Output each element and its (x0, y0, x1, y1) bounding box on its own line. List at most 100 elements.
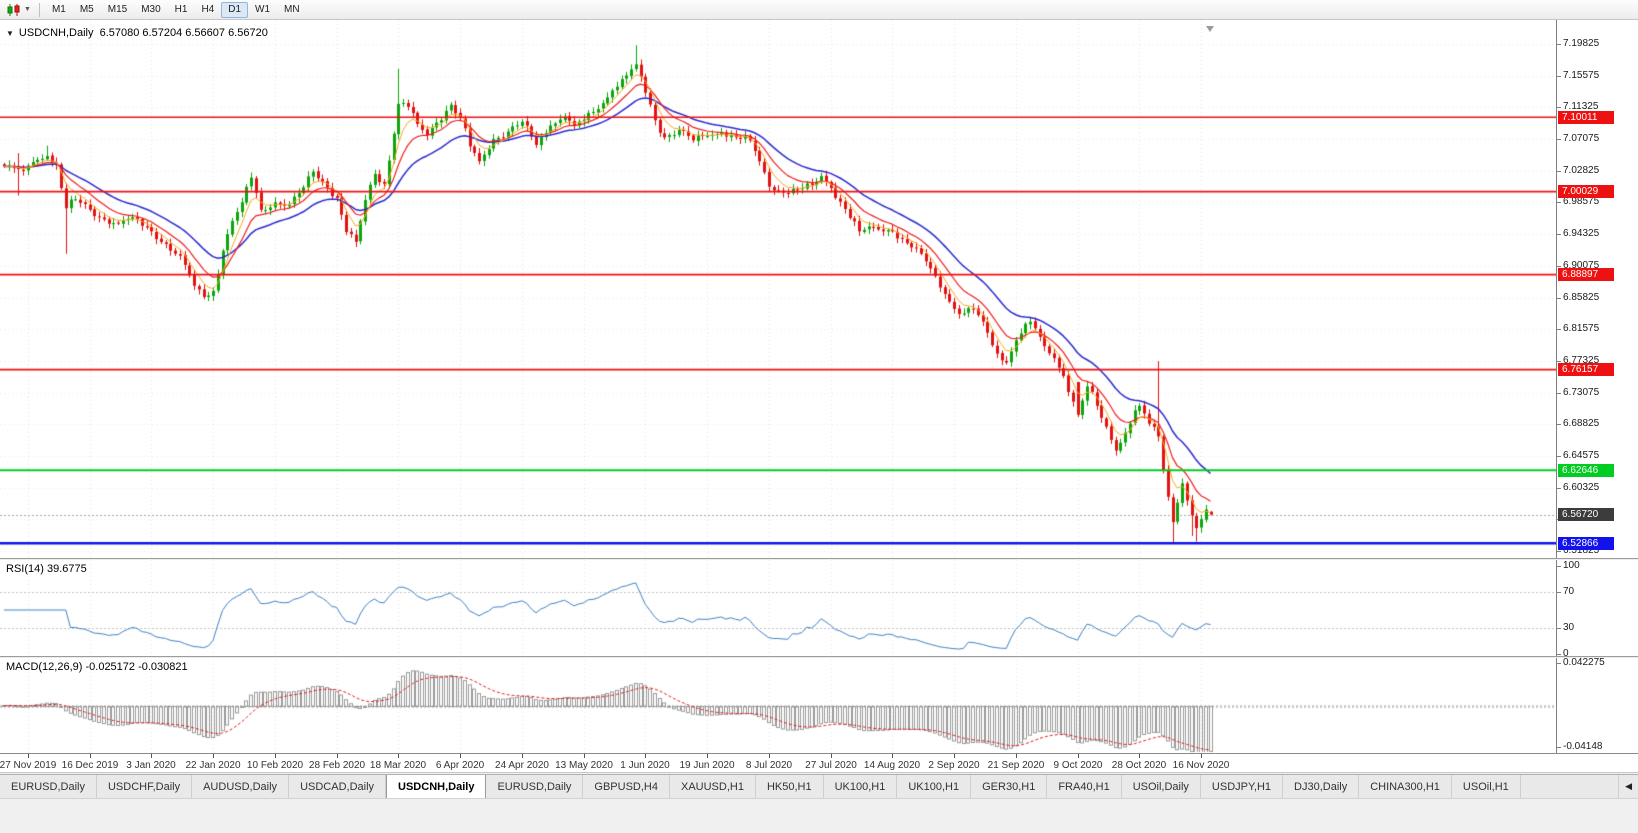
chart-tab-usdchf-daily[interactable]: USDCHF,Daily (96, 775, 193, 798)
chart-shift-marker[interactable] (1206, 26, 1214, 32)
rsi-scale-label: 70 (1556, 586, 1575, 598)
time-axis-tick (90, 754, 91, 758)
time-axis-tick (213, 754, 214, 758)
price-level-badge: 6.76157 (1558, 363, 1614, 377)
timeframe-toolbar: ▼ M1 M5 M15 M30 H1 H4 D1 W1 MN (0, 0, 1638, 20)
chart-area: ▼ USDCNH,Daily 6.57080 6.57204 6.56607 6.… (0, 20, 1638, 753)
time-axis-tick (398, 754, 399, 758)
price-level-badge: 7.00029 (1558, 185, 1614, 199)
time-axis-label: 9 Oct 2020 (1053, 760, 1103, 771)
timeframe-button-m1[interactable]: M1 (51, 4, 66, 15)
price-scale-label: 6.85825 (1556, 291, 1600, 303)
time-axis-tick (151, 754, 152, 758)
time-axis-tick (1139, 754, 1140, 758)
chart-tab-usdcnh-daily[interactable]: USDCNH,Daily (386, 775, 487, 798)
timeframe-button-h1[interactable]: H1 (174, 4, 188, 15)
chart-tab-china300-h1[interactable]: CHINA300,H1 (1359, 775, 1452, 798)
time-axis-label: 16 Nov 2020 (1172, 760, 1230, 771)
rsi-value: 39.6775 (46, 563, 87, 575)
price-scale-label: 6.64575 (1556, 449, 1600, 461)
time-axis-label: 18 Mar 2020 (369, 760, 427, 771)
timeframe-button-w1[interactable]: W1 (255, 4, 271, 15)
price-chart-canvas[interactable] (0, 20, 1556, 753)
time-axis-label: 28 Feb 2020 (308, 760, 366, 771)
chart-tab-audusd-daily[interactable]: AUDUSD,Daily (192, 775, 290, 798)
timeframe-button-m5[interactable]: M5 (79, 4, 94, 15)
time-axis-tick (460, 754, 461, 758)
time-axis-label: 16 Dec 2019 (61, 760, 119, 771)
timeframe-button-mn[interactable]: MN (284, 4, 300, 15)
time-axis-tick (1078, 754, 1079, 758)
time-axis-label: 2 Sep 2020 (928, 760, 980, 771)
rsi-indicator-label: RSI(14) 39.6775 (6, 563, 87, 575)
time-axis-tick (275, 754, 276, 758)
price-scale[interactable]: 7.19825 7.15575 7.11325 7.07075 7.02825 6.985… (1556, 20, 1638, 753)
timeframe-button-h4[interactable]: H4 (201, 4, 215, 15)
timeframe-button-m15[interactable]: M15 (107, 4, 128, 15)
time-axis-tick (769, 754, 770, 758)
time-axis-tick (337, 754, 338, 758)
time-axis-label: 19 Jun 2020 (679, 760, 735, 771)
time-axis-tick (28, 754, 29, 758)
chart-tab-eurusd-daily[interactable]: EURUSD,Daily (0, 775, 97, 798)
chart-tab-hk50-h1[interactable]: HK50,H1 (755, 775, 824, 798)
timeframe-button-d1[interactable]: D1 (221, 1, 249, 18)
time-axis-tick (645, 754, 646, 758)
price-scale-label: 7.15575 (1556, 69, 1600, 81)
chart-tab-fra40-h1[interactable]: FRA40,H1 (1047, 775, 1122, 798)
chart-tab-dj30-daily[interactable]: DJ30,Daily (1283, 775, 1360, 798)
price-scale-label: 6.90075 (1556, 259, 1600, 271)
time-axis-tick (831, 754, 832, 758)
tab-scroll-left-icon[interactable]: ◀ (1618, 775, 1638, 798)
chart-tab-eurusd-daily[interactable]: EURUSD,Daily (486, 775, 584, 798)
timeframe-button-m30[interactable]: M30 (141, 4, 161, 15)
time-axis-tick (522, 754, 523, 758)
time-axis-tick (584, 754, 585, 758)
chart-tab-uk100-h1[interactable]: UK100,H1 (823, 775, 898, 798)
time-axis-label: 27 Nov 2019 (0, 760, 57, 771)
chart-tab-xauusd-h1[interactable]: XAUUSD,H1 (669, 775, 756, 798)
chevron-down-icon[interactable]: ▼ (24, 6, 31, 13)
panel-separator-macd[interactable] (0, 656, 1638, 658)
time-axis-tick (1201, 754, 1202, 758)
price-level-badge: 6.52866 (1558, 536, 1614, 550)
one-click-trading-arrow-icon[interactable]: ▼ (6, 29, 14, 38)
toolbar-separator (38, 2, 40, 17)
price-scale-label: 6.77325 (1556, 354, 1600, 366)
price-scale-label: 6.51825 (1556, 545, 1600, 557)
time-axis[interactable]: 27 Nov 2019 16 Dec 2019 3 Jan 2020 22 Jan 2… (0, 753, 1638, 773)
candlestick-chart-icon[interactable] (4, 2, 24, 18)
rsi-scale-label: 100 (1557, 560, 1580, 571)
time-axis-tick (1016, 754, 1017, 758)
chart-tab-usdjpy-h1[interactable]: USDJPY,H1 (1200, 775, 1284, 798)
price-scale-label: 6.73075 (1556, 386, 1600, 398)
chart-tab-ger30-h1[interactable]: GER30,H1 (971, 775, 1048, 798)
price-scale-label: 6.60325 (1556, 481, 1600, 493)
chart-tab-usoil-daily[interactable]: USOil,Daily (1121, 775, 1201, 798)
time-axis-label: 13 May 2020 (555, 760, 613, 771)
time-axis-label: 27 Jul 2020 (805, 760, 857, 771)
chart-tab-uk100-h1[interactable]: UK100,H1 (897, 775, 972, 798)
chart-symbol-label: USDCNH,Daily (18, 27, 94, 39)
chart-tab-gbpusd-h4[interactable]: GBPUSD,H4 (583, 775, 670, 798)
chart-tab-bar: EURUSD,Daily USDCHF,Daily AUDUSD,Daily USDC… (0, 774, 1638, 798)
price-level-badge: 7.10011 (1558, 110, 1614, 124)
rsi-name: RSI(14) (6, 563, 44, 575)
chart-tab-usdcad-daily[interactable]: USDCAD,Daily (289, 775, 387, 798)
panel-separator-rsi[interactable] (0, 558, 1638, 560)
macd-values: -0.025172 -0.030821 (85, 661, 188, 673)
time-axis-label: 22 Jan 2020 (185, 760, 241, 771)
current-price-badge: 6.56720 (1558, 508, 1614, 522)
time-axis-label: 6 Apr 2020 (435, 760, 485, 771)
chart-ohlc-values: 6.57080 6.57204 6.56607 6.56720 (99, 27, 268, 39)
chart-title: ▼ USDCNH,Daily 6.57080 6.57204 6.56607 6.… (6, 27, 268, 39)
chart-tab-usoil-h1[interactable]: USOil,H1 (1451, 775, 1521, 798)
time-axis-label: 8 Jul 2020 (745, 760, 793, 771)
time-axis-label: 14 Aug 2020 (863, 760, 921, 771)
time-axis-label: 3 Jan 2020 (126, 760, 176, 771)
price-scale-label: 7.02825 (1556, 164, 1600, 176)
macd-scale-label: 0.042275 (1557, 656, 1605, 668)
time-axis-label: 28 Oct 2020 (1111, 760, 1167, 771)
time-axis-tick (707, 754, 708, 758)
time-axis-label: 10 Feb 2020 (246, 760, 304, 771)
